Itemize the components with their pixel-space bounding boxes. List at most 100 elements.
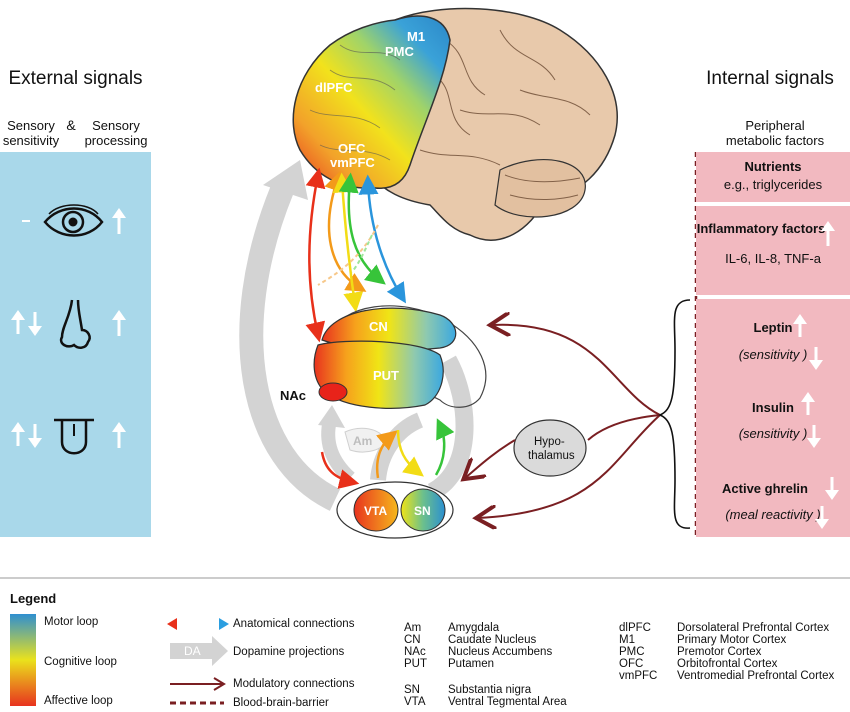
arrow-red-midbrain bbox=[320, 451, 360, 489]
label-ofc: OFC bbox=[338, 141, 366, 156]
sensitivity-nose-up-down-arrows bbox=[11, 310, 42, 336]
nutrients-box: Nutrients e.g., triglycerides bbox=[696, 152, 850, 202]
label-sn: SN bbox=[414, 504, 431, 518]
modulatory-hypo-to-striatum bbox=[465, 439, 516, 478]
legend-cognitive-loop: Cognitive loop bbox=[44, 656, 117, 668]
legend-dopamine-arrow bbox=[170, 636, 228, 666]
hormones-box: Leptin (sensitivity ) Insulin (sensitivi… bbox=[696, 299, 850, 537]
abbr-group-1: Am Amygdala CN Caudate Nucleus NAc Nucleus … bbox=[404, 622, 552, 670]
dopamine-arrowhead-cortex bbox=[263, 160, 308, 200]
abbr-group-2: SN Substantia nigra VTA Ventral Tegmental … bbox=[404, 684, 567, 708]
external-signals-panel bbox=[0, 152, 151, 537]
abbr-key: VTA bbox=[404, 696, 426, 708]
peripheral-metabolic-label: Peripheral metabolic factors bbox=[725, 118, 825, 148]
abbr-key: M1 bbox=[619, 634, 635, 646]
sensory-sensitivity-label: Sensory sensitivity bbox=[2, 118, 60, 148]
processing-nose-up-arrow bbox=[112, 310, 126, 336]
abbr-value: Amygdala bbox=[448, 622, 500, 634]
abbr-key: dlPFC bbox=[619, 622, 651, 634]
abbr-key: NAc bbox=[404, 646, 426, 658]
sensitivity-tongue-up-down-arrows bbox=[11, 422, 42, 448]
ghrelin-reactivity-down-arrow bbox=[815, 506, 829, 529]
legend-loop-gradient bbox=[10, 614, 36, 706]
leptin-sensitivity-down-arrow bbox=[809, 347, 823, 370]
label-hypothalamus-2: thalamus bbox=[528, 450, 575, 462]
inflammatory-up-arrow bbox=[821, 221, 835, 246]
modulatory-to-hypothalamus bbox=[587, 414, 661, 441]
insulin-note: (sensitivity ) bbox=[738, 426, 808, 441]
sensory-processing-label: Sensory processing bbox=[84, 118, 148, 148]
arrow-green-midbrain bbox=[434, 418, 455, 476]
abbr-value: Orbitofrontal Cortex bbox=[677, 658, 778, 670]
legend-title: Legend bbox=[10, 591, 57, 606]
processing-eye-up-arrow bbox=[112, 208, 126, 234]
insulin-title: Insulin bbox=[752, 400, 794, 415]
label-vta: VTA bbox=[364, 504, 387, 518]
tongue-icon bbox=[54, 418, 94, 455]
legend-dopamine-label: Dopamine projections bbox=[233, 646, 345, 658]
legend-anatomical-label: Anatomical connections bbox=[233, 618, 355, 630]
arrow-yellow-midbrain bbox=[396, 429, 424, 477]
abbr-value: Substantia nigra bbox=[448, 684, 532, 696]
legend-anatomical-head-left bbox=[167, 618, 177, 630]
arrow-faded-green bbox=[351, 234, 373, 273]
nutrients-value: e.g., triglycerides bbox=[723, 177, 823, 192]
label-m1: M1 bbox=[407, 29, 425, 44]
modulatory-to-striatum bbox=[492, 325, 661, 416]
leptin-up-arrow bbox=[793, 314, 807, 337]
ampersand: & bbox=[66, 117, 76, 133]
abbr-value: Primary Motor Cortex bbox=[677, 634, 787, 646]
label-vmpfc: vmPFC bbox=[330, 155, 375, 170]
label-pmc: PMC bbox=[385, 44, 415, 59]
dopamine-label: DA bbox=[221, 276, 238, 295]
abbr-value: Ventral Tegmental Area bbox=[448, 696, 567, 708]
label-am: Am bbox=[353, 434, 372, 448]
cerebellum bbox=[494, 159, 586, 218]
striatum-outline bbox=[329, 305, 487, 408]
abbr-value: Ventromedial Prefrontal Cortex bbox=[677, 670, 835, 682]
legend-modulatory-label: Modulatory connections bbox=[233, 678, 355, 690]
abbr-key: PUT bbox=[404, 658, 427, 670]
insulin-sensitivity-down-arrow bbox=[807, 425, 821, 448]
dopamine-arrowhead-am bbox=[318, 405, 345, 428]
ghrelin-title: Active ghrelin bbox=[722, 481, 808, 496]
nutrients-title: Nutrients bbox=[744, 159, 802, 174]
dopamine-projection-am bbox=[321, 418, 355, 484]
abbr-value: Nucleus Accumbens bbox=[448, 646, 553, 658]
abbr-key: vmPFC bbox=[619, 670, 658, 682]
external-icons bbox=[11, 204, 126, 455]
legend-motor-loop: Motor loop bbox=[44, 616, 99, 628]
internal-signals-title: Internal signals bbox=[706, 68, 834, 89]
abbr-value: Putamen bbox=[448, 658, 495, 670]
nose-icon bbox=[59, 299, 91, 349]
vta-region bbox=[353, 488, 399, 532]
inflammatory-box: Inflammatory factors IL-6, IL-8, TNF-a bbox=[696, 206, 850, 295]
legend-modulatory-head bbox=[213, 677, 226, 691]
brain-gyri bbox=[419, 29, 591, 201]
frontal-gyri bbox=[309, 44, 401, 161]
nucleus-accumbens bbox=[318, 382, 348, 402]
sn-region bbox=[400, 488, 446, 532]
label-nac: NAc bbox=[280, 388, 306, 403]
abbr-value: Dorsolateral Prefrontal Cortex bbox=[677, 622, 830, 634]
ghrelin-note: (meal reactivity ) bbox=[725, 507, 821, 522]
legend-anatomical-head-right bbox=[219, 618, 229, 630]
inflammatory-value: IL-6, IL-8, TNF-a bbox=[725, 251, 821, 266]
modulatory-to-midbrain bbox=[478, 414, 661, 518]
abbr-key: SN bbox=[404, 684, 420, 696]
eye-icon bbox=[43, 204, 104, 237]
ghrelin-down-arrow bbox=[825, 477, 839, 500]
hypothalamus bbox=[513, 419, 587, 477]
abbr-value: Caudate Nucleus bbox=[448, 634, 537, 646]
abbr-key: PMC bbox=[619, 646, 645, 658]
arrow-red-cortex-nac bbox=[305, 167, 326, 343]
label-put: PUT bbox=[373, 368, 399, 383]
inflammatory-title: Inflammatory factors bbox=[696, 221, 826, 236]
arrow-blue-cortex-striatum bbox=[358, 174, 406, 304]
leptin-title: Leptin bbox=[753, 320, 793, 335]
dopamine-projection-striatum bbox=[427, 355, 474, 501]
legend-dopamine-da: DA bbox=[184, 644, 201, 658]
curly-brace bbox=[657, 299, 691, 529]
insulin-up-arrow bbox=[801, 392, 815, 415]
